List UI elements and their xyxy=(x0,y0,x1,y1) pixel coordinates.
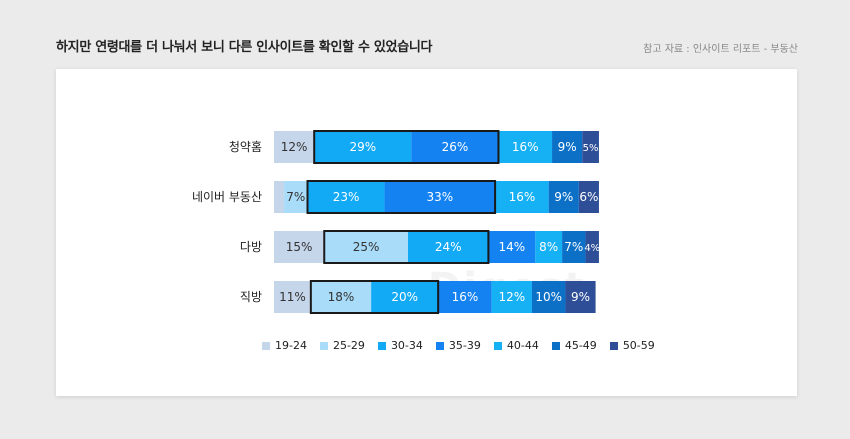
legend-label: 35-39 xyxy=(448,339,481,352)
bar-segment xyxy=(548,181,579,213)
highlight-box xyxy=(323,230,490,264)
data-label: 8% xyxy=(539,240,558,254)
data-label: 15% xyxy=(286,240,313,254)
data-label: 12% xyxy=(499,290,526,304)
bar-segment xyxy=(274,281,311,313)
data-label: 7% xyxy=(286,190,305,204)
data-label: 16% xyxy=(509,190,536,204)
bar-segment xyxy=(498,131,553,163)
legend-item: 25-29 xyxy=(319,339,365,352)
source-note: 참고 자료 : 인사이트 리포트 - 부동산 xyxy=(643,44,798,55)
bar-segment xyxy=(562,231,586,263)
data-label: 16% xyxy=(512,140,539,154)
legend-label: 40-44 xyxy=(506,339,539,352)
bar-segment xyxy=(582,131,599,163)
bar-segment xyxy=(495,181,549,213)
bar-segment xyxy=(531,281,566,313)
bar-segment xyxy=(310,281,372,313)
data-label: 7% xyxy=(564,240,583,254)
legend-item: 35-39 xyxy=(435,339,481,352)
bar-segment xyxy=(384,181,496,213)
legend-label: 45-49 xyxy=(564,339,597,352)
category-label: 청약홈 xyxy=(229,139,262,154)
legend-swatch xyxy=(377,341,386,350)
highlight-box xyxy=(309,280,440,314)
bar-segment xyxy=(314,131,412,163)
data-label: 6% xyxy=(579,190,598,204)
page-title: 하지만 연령대를 더 나눠서 보니 다른 인사이트를 확인할 수 있었습니다 xyxy=(56,40,433,55)
data-label: 18% xyxy=(328,290,355,304)
category-label: 다방 xyxy=(240,240,262,254)
data-label: 24% xyxy=(435,240,462,254)
data-label: 14% xyxy=(499,240,526,254)
legend-swatch xyxy=(609,341,618,350)
legend-label: 50-59 xyxy=(622,339,655,352)
category-label: 네이버 부동산 xyxy=(192,190,262,204)
legend-swatch xyxy=(551,341,560,350)
data-label: 5% xyxy=(583,143,599,154)
highlight-box xyxy=(306,180,497,214)
legend-item: 30-34 xyxy=(377,339,423,352)
data-label: 10% xyxy=(535,290,562,304)
highlight-box xyxy=(313,130,500,164)
chart-legend: 19-24 25-29 30-34 35-39 40-44 45-49 50-59 xyxy=(262,339,655,352)
category-label: 직방 xyxy=(240,290,262,304)
data-label: 9% xyxy=(558,140,577,154)
bar-segment xyxy=(274,131,315,163)
legend-swatch xyxy=(493,341,502,350)
bar-segment xyxy=(488,231,536,263)
data-label: 9% xyxy=(571,290,590,304)
legend-swatch xyxy=(435,341,444,350)
bar-segment xyxy=(552,131,583,163)
legend-item: 40-44 xyxy=(493,339,539,352)
legend-item: 19-24 xyxy=(262,339,307,352)
bar-segment xyxy=(284,181,308,213)
bar-segment xyxy=(411,131,499,163)
legend-label: 19-24 xyxy=(275,339,307,352)
bar-segment xyxy=(491,281,532,313)
bar-segment xyxy=(535,231,563,263)
bar-segment xyxy=(565,281,596,313)
data-label: 23% xyxy=(333,190,360,204)
legend-label: 30-34 xyxy=(390,339,423,352)
data-label: 25% xyxy=(353,240,380,254)
data-label: 16% xyxy=(452,290,479,304)
data-label: 20% xyxy=(391,290,418,304)
data-label: 11% xyxy=(279,290,306,304)
legend-item: 50-59 xyxy=(609,339,655,352)
bar-segment xyxy=(585,231,599,263)
data-label: 12% xyxy=(281,140,308,154)
legend-item: 45-49 xyxy=(551,339,597,352)
bar-segment xyxy=(578,181,599,213)
data-label: 9% xyxy=(554,190,573,204)
data-label: 29% xyxy=(349,140,376,154)
bar-segment xyxy=(408,231,489,263)
bar-segment xyxy=(324,231,408,263)
bar-segment xyxy=(307,181,385,213)
bar-segment xyxy=(371,281,439,313)
bar-segment xyxy=(274,231,325,263)
legend-swatch xyxy=(319,341,328,350)
legend-swatch xyxy=(262,341,270,350)
data-label: 4% xyxy=(584,243,600,254)
legend-label: 25-29 xyxy=(332,339,365,352)
data-label: 33% xyxy=(426,190,453,204)
data-label: 26% xyxy=(442,140,469,154)
bar-segment xyxy=(274,181,285,213)
bar-segment xyxy=(438,281,492,313)
